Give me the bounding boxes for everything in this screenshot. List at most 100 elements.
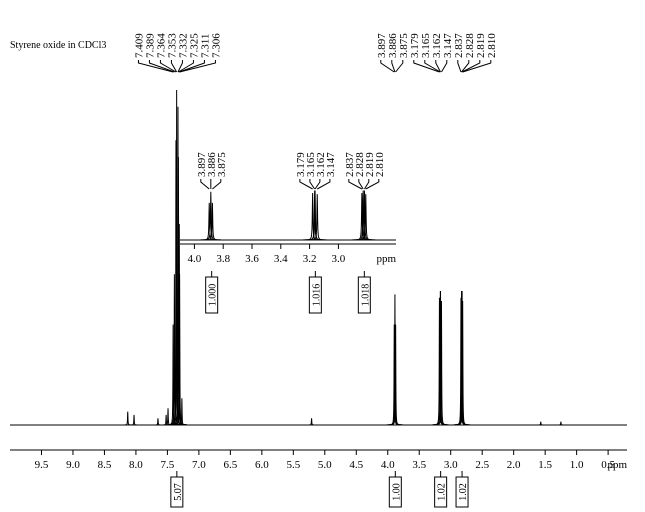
peak-label-leader bbox=[391, 60, 396, 73]
chart-title: Styrene oxide in CDCl3 bbox=[10, 40, 106, 51]
peak bbox=[433, 301, 450, 426]
x-tick-label: 8.0 bbox=[129, 459, 143, 471]
peak-label: 7.409 bbox=[133, 33, 145, 58]
x-tick-label: 7.0 bbox=[192, 459, 206, 471]
x-tick-label: 3.0 bbox=[444, 459, 458, 471]
x-tick-label: 3.6 bbox=[245, 253, 259, 265]
peak-label-leader bbox=[137, 60, 174, 73]
x-tick-label: 5.5 bbox=[286, 459, 300, 471]
peak-label: 3.147 bbox=[442, 33, 454, 58]
peak-label-leader bbox=[461, 60, 481, 73]
peak bbox=[299, 192, 326, 241]
integral-label: 1.02 bbox=[458, 483, 469, 501]
peak bbox=[388, 324, 404, 426]
peak-label: 2.810 bbox=[374, 152, 386, 177]
peak bbox=[352, 194, 379, 241]
x-tick-label: 3.5 bbox=[412, 459, 426, 471]
peak-label-leader bbox=[441, 60, 448, 73]
peak-label-leader bbox=[413, 60, 440, 73]
peak-label: 7.389 bbox=[144, 33, 156, 58]
peak-label-leader bbox=[461, 60, 470, 73]
peak-label-leader bbox=[170, 60, 178, 73]
peak-label-leader bbox=[358, 179, 364, 190]
integral-label: 1.016 bbox=[311, 284, 322, 307]
peak-label-leader bbox=[177, 60, 183, 73]
x-tick-label: 2.5 bbox=[475, 459, 489, 471]
peak-label-leader bbox=[316, 179, 331, 190]
peak-label-leader bbox=[200, 179, 210, 190]
x-tick-label: 0.5 bbox=[601, 459, 615, 471]
peak bbox=[304, 194, 331, 241]
x-tick-label: 3.4 bbox=[274, 253, 288, 265]
x-tick-label: 8.5 bbox=[98, 459, 112, 471]
peak-label-leader bbox=[365, 179, 380, 190]
integral-label: 1.02 bbox=[437, 483, 448, 501]
x-tick-label: 6.0 bbox=[255, 459, 269, 471]
peak-label-leader bbox=[299, 179, 313, 190]
peak-label: 2.837 bbox=[344, 152, 356, 177]
peak-label: 3.886 bbox=[387, 33, 399, 58]
integral-label: 1.018 bbox=[360, 284, 371, 307]
integral-label: 5.07 bbox=[173, 483, 184, 501]
peak-label: 3.897 bbox=[196, 152, 208, 177]
peak-label: 3.162 bbox=[315, 152, 327, 177]
peak-label-leader bbox=[314, 179, 321, 190]
x-tick-label: 9.5 bbox=[35, 459, 49, 471]
peak bbox=[199, 202, 226, 241]
peak-label-leader bbox=[159, 60, 177, 73]
integral-label: 1.00 bbox=[391, 483, 402, 501]
peak-label: 7.364 bbox=[155, 33, 167, 58]
peak-label-leader bbox=[309, 179, 316, 190]
peak-label: 3.162 bbox=[431, 33, 443, 58]
x-tick-label: 4.5 bbox=[349, 459, 363, 471]
peak-label: 2.819 bbox=[364, 152, 376, 177]
peak-label: 7.332 bbox=[177, 33, 189, 58]
peak bbox=[455, 301, 471, 426]
x-tick-label: 3.2 bbox=[303, 253, 317, 265]
peak-label-leader bbox=[348, 179, 363, 190]
peak-label: 7.353 bbox=[166, 33, 178, 58]
peak bbox=[197, 191, 224, 241]
peak bbox=[304, 418, 320, 426]
peak bbox=[553, 421, 569, 426]
peak-label-leader bbox=[424, 60, 441, 73]
peak-label-leader bbox=[395, 60, 404, 73]
x-axis-label: ppm bbox=[376, 253, 396, 265]
x-tick-label: 7.5 bbox=[161, 459, 175, 471]
peak-label: 3.147 bbox=[325, 152, 337, 177]
peak-label: 7.306 bbox=[210, 33, 222, 58]
peak-label-leader bbox=[457, 60, 462, 73]
peak-label: 3.165 bbox=[305, 152, 317, 177]
peak-label: 2.837 bbox=[453, 33, 465, 58]
x-tick-label: 9.0 bbox=[66, 459, 80, 471]
peak-label: 3.897 bbox=[376, 33, 388, 58]
peak-label: 3.179 bbox=[295, 152, 307, 177]
peak-label-leader bbox=[435, 60, 441, 73]
peak-label: 7.311 bbox=[199, 34, 211, 58]
x-tick-label: 3.0 bbox=[332, 253, 346, 265]
peak bbox=[120, 411, 136, 426]
peak-label: 2.828 bbox=[464, 33, 476, 58]
peak-label: 7.325 bbox=[188, 33, 200, 58]
peak-label: 3.165 bbox=[420, 33, 432, 58]
x-tick-label: 1.5 bbox=[538, 459, 552, 471]
peak-label-leader bbox=[148, 60, 175, 73]
x-axis-label: ppm bbox=[607, 459, 627, 471]
peak-label: 2.828 bbox=[354, 152, 366, 177]
peak-label-leader bbox=[364, 179, 370, 190]
peak bbox=[196, 202, 223, 241]
x-tick-label: 6.5 bbox=[223, 459, 237, 471]
peak-label: 2.819 bbox=[475, 33, 487, 58]
peak-label: 3.875 bbox=[216, 152, 228, 177]
peak-label-leader bbox=[462, 60, 492, 73]
peak-label: 2.810 bbox=[486, 33, 498, 58]
x-tick-label: 5.0 bbox=[318, 459, 332, 471]
peak bbox=[150, 418, 166, 426]
peak-label: 3.179 bbox=[409, 33, 421, 58]
peak-label-leader bbox=[380, 60, 395, 73]
peak-label-leader bbox=[179, 60, 216, 73]
peak-label: 3.875 bbox=[398, 33, 410, 58]
peak-label-leader bbox=[179, 60, 205, 73]
peak-label-leader bbox=[178, 60, 194, 73]
